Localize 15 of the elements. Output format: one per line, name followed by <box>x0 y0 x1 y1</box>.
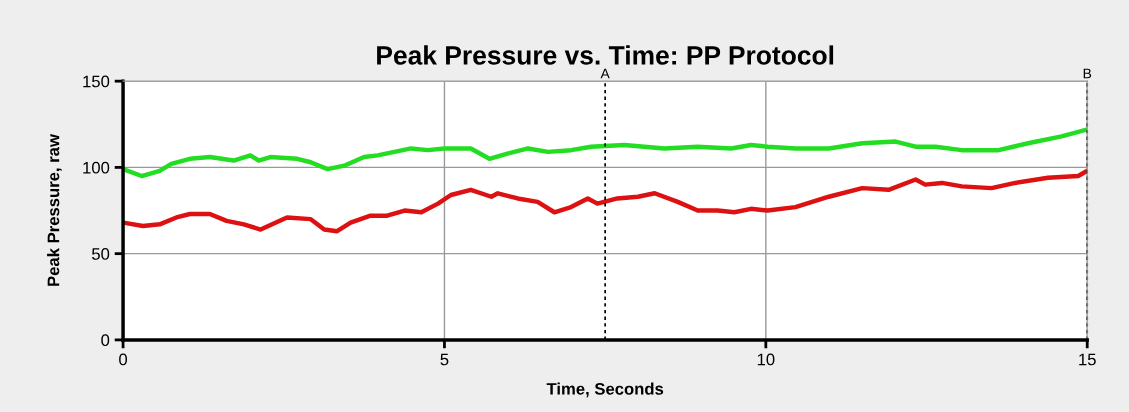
ref-line-label: B <box>1083 68 1092 79</box>
x-tick-label: 0 <box>119 353 128 366</box>
y-tick-label: 0 <box>101 334 110 347</box>
y-tick-label: 150 <box>83 75 110 88</box>
x-tick-label: 15 <box>1079 353 1096 366</box>
x-axis-title: Time, Seconds <box>546 382 664 398</box>
chart-title: Peak Pressure vs. Time: PP Protocol <box>377 45 834 65</box>
line-series <box>123 127 1088 179</box>
y-axis-title: Peak Pressure, raw <box>47 134 62 286</box>
ref-line-label: A <box>600 68 610 79</box>
y-tick-label: 100 <box>83 161 110 174</box>
y-tick-label: 50 <box>92 248 110 260</box>
x-tick-label: 5 <box>440 353 449 366</box>
x-tick-label: 10 <box>757 353 775 366</box>
line-series <box>123 168 1088 234</box>
